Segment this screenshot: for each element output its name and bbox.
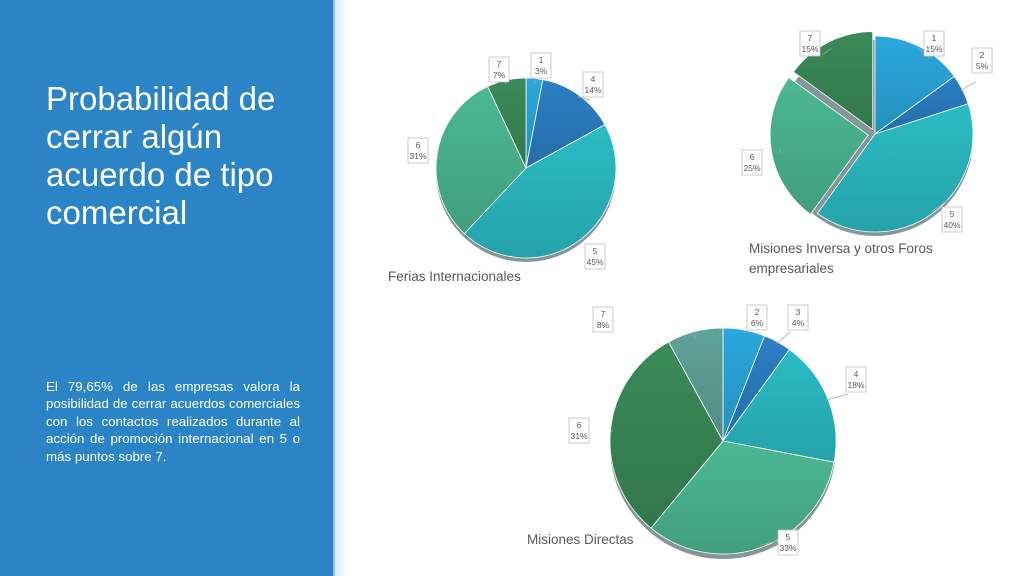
- data-label-box: [488, 56, 510, 83]
- leader-line: [778, 148, 781, 154]
- data-label-category: 4: [591, 74, 596, 84]
- data-label-box: [971, 47, 993, 74]
- pie-title: Ferias Internacionales: [388, 269, 521, 284]
- pie-chart-ferias-internacionales: Ferias Internacionales 13% 414% 545% 631% 77…: [388, 52, 617, 284]
- leader-line: [826, 393, 849, 401]
- pie-slice-5: [650, 440, 835, 555]
- data-label-percent: 33%: [779, 543, 796, 553]
- data-label-category: 6: [416, 140, 421, 150]
- data-label-percent: 8%: [597, 320, 610, 330]
- leader-line: [533, 80, 537, 85]
- leader-line: [760, 539, 781, 546]
- pie-slice-5: [463, 124, 617, 259]
- pie-chart-misiones-directas: Misiones Directas 26% 34% 418% 533% 631% 78%: [527, 304, 867, 559]
- pie-slice-6: [435, 86, 527, 235]
- data-label-percent: 3%: [535, 66, 548, 76]
- data-label-box: [530, 52, 552, 79]
- leader-line: [609, 430, 613, 434]
- leader-line: [960, 81, 977, 91]
- data-label-category: 1: [539, 55, 544, 65]
- pie-slice-1: [874, 35, 955, 135]
- pie-title: Misiones Inversa y otros Foros empresari…: [749, 241, 937, 276]
- pie-slice-7: [668, 327, 724, 442]
- data-label-category: 4: [854, 369, 859, 379]
- data-label-category: 1: [932, 33, 937, 43]
- data-label-box: [746, 304, 768, 331]
- data-label-box: [568, 417, 590, 444]
- leader-line: [931, 199, 949, 212]
- data-label-category: 7: [601, 309, 606, 319]
- data-label-category: 5: [950, 209, 955, 219]
- data-label-box: [741, 149, 763, 176]
- data-label-percent: 4%: [792, 318, 805, 328]
- data-label-category: 2: [980, 50, 985, 60]
- data-label-box: [407, 137, 429, 164]
- data-label-category: 5: [593, 246, 598, 256]
- data-label-category: 6: [577, 420, 582, 430]
- data-label-category: 7: [497, 59, 502, 69]
- leader-line: [579, 237, 585, 241]
- data-label-category: 5: [786, 532, 791, 542]
- pie-slice-5: [816, 103, 974, 233]
- data-label-percent: 7%: [493, 70, 506, 80]
- data-label-category: 6: [750, 152, 755, 162]
- data-label-box: [777, 529, 799, 556]
- data-label-percent: 18%: [847, 380, 864, 390]
- data-label-percent: 31%: [570, 431, 587, 441]
- pie-slice-6: [609, 341, 724, 529]
- data-label-percent: 6%: [751, 318, 764, 328]
- leader-line: [504, 81, 508, 85]
- data-label-box: [799, 30, 821, 57]
- data-label-box: [941, 206, 963, 233]
- data-label-percent: 15%: [925, 44, 942, 54]
- data-label-category: 7: [808, 33, 813, 43]
- panel-divider: [333, 0, 345, 576]
- data-label-percent: 25%: [743, 163, 760, 173]
- data-label-percent: 14%: [584, 85, 601, 95]
- data-label-box: [845, 366, 867, 393]
- slide-body-text: El 79,65% de las empresas valora la posi…: [46, 379, 300, 464]
- data-label-box: [582, 71, 604, 98]
- data-label-percent: 40%: [943, 220, 960, 230]
- slide-title: Probabilidad de cerrar algún acuerdo de …: [46, 80, 276, 231]
- data-label-category: 3: [796, 307, 801, 317]
- data-label-percent: 5%: [976, 61, 989, 71]
- pie-title: Misiones Directas: [527, 532, 634, 547]
- leader-line: [821, 48, 832, 56]
- pie-chart-misiones-inversa: Misiones Inversa y otros Foros empresari…: [741, 30, 993, 276]
- data-label-box: [923, 30, 945, 57]
- pie-slice-6: [769, 76, 869, 215]
- data-label-box: [592, 306, 614, 333]
- title-panel: [0, 0, 333, 576]
- data-label-category: 2: [755, 307, 760, 317]
- data-label-percent: 31%: [409, 151, 426, 161]
- pie-slice-4: [525, 79, 606, 169]
- data-label-percent: 15%: [801, 44, 818, 54]
- leader-line: [577, 96, 591, 101]
- data-label-box: [787, 304, 809, 331]
- data-label-percent: 45%: [586, 257, 603, 267]
- leader-line: [436, 154, 440, 161]
- leader-line: [776, 331, 791, 345]
- data-label-box: [584, 243, 606, 270]
